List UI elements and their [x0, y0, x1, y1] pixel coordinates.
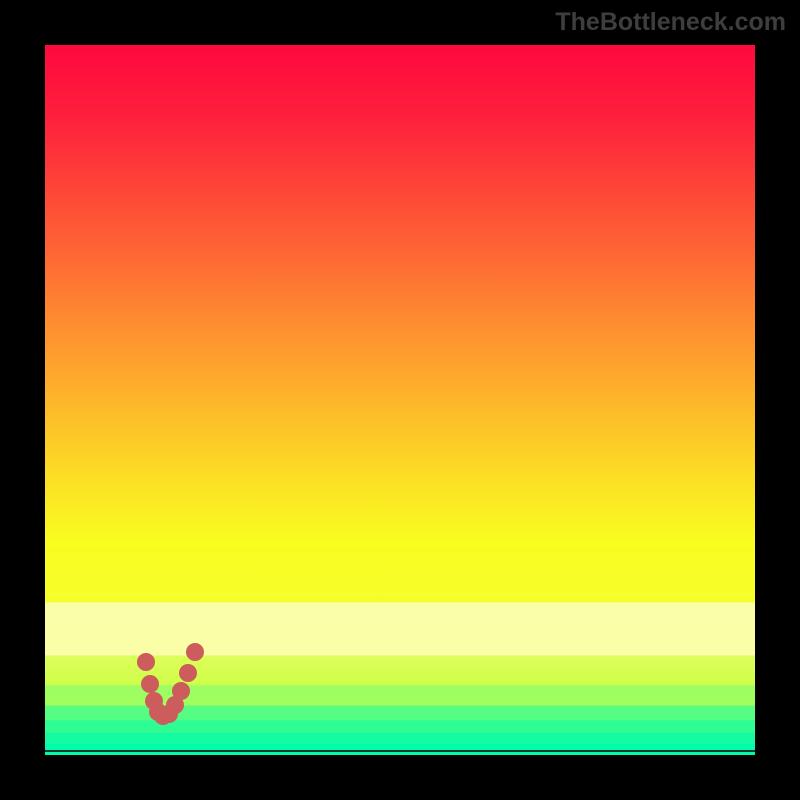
highlight-marker [179, 664, 197, 682]
plot-svg [0, 0, 800, 800]
highlight-marker [172, 682, 190, 700]
highlight-marker [186, 643, 204, 661]
watermark-text: TheBottleneck.com [555, 8, 786, 37]
chart-root: TheBottleneck.com [0, 0, 800, 800]
highlight-marker [137, 653, 155, 671]
plot-background-gradient [45, 45, 755, 755]
highlight-marker [141, 675, 159, 693]
